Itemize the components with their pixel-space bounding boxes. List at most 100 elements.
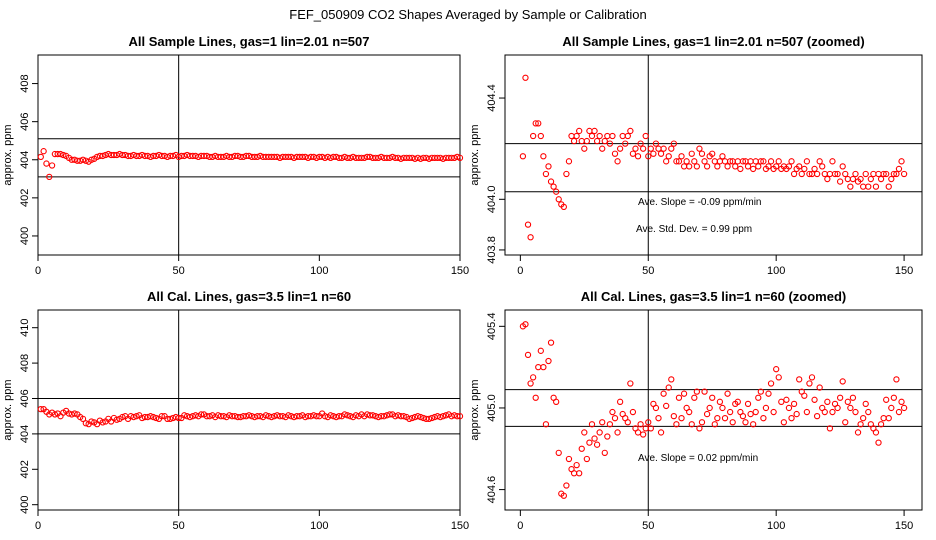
data-point bbox=[206, 153, 213, 161]
data-point bbox=[831, 170, 839, 178]
x-tick-label: 0 bbox=[517, 265, 523, 277]
data-point bbox=[678, 153, 685, 160]
data-point bbox=[701, 158, 708, 165]
data-point bbox=[724, 390, 731, 397]
data-point bbox=[366, 412, 374, 419]
data-point bbox=[821, 408, 828, 416]
chart-annotation: Ave. Std. Dev. = 0.99 ppm bbox=[636, 224, 752, 235]
data-point bbox=[803, 408, 811, 416]
data-point bbox=[865, 183, 872, 190]
data-point bbox=[829, 158, 836, 165]
data-point bbox=[372, 154, 379, 162]
y-tick-label: 402 bbox=[19, 189, 31, 207]
data-point bbox=[601, 449, 608, 457]
data-point bbox=[739, 158, 747, 165]
data-point bbox=[857, 175, 864, 183]
data-point bbox=[217, 413, 225, 420]
data-point bbox=[178, 152, 185, 160]
data-point bbox=[619, 132, 626, 140]
data-point bbox=[420, 414, 427, 422]
data-point bbox=[138, 151, 146, 159]
data-point bbox=[895, 165, 903, 173]
data-point bbox=[327, 154, 334, 162]
data-point bbox=[867, 175, 874, 183]
data-point bbox=[400, 413, 407, 420]
data-point bbox=[601, 137, 608, 145]
data-point bbox=[709, 394, 716, 401]
y-axis-label: approx. ppm bbox=[469, 124, 481, 185]
data-point bbox=[186, 413, 194, 421]
data-point bbox=[627, 127, 634, 135]
data-point bbox=[593, 441, 601, 448]
data-point bbox=[624, 132, 631, 140]
data-point bbox=[657, 150, 665, 157]
data-point bbox=[844, 398, 851, 405]
data-point bbox=[629, 150, 637, 157]
data-point bbox=[71, 410, 78, 417]
data-point bbox=[655, 145, 662, 152]
data-point bbox=[890, 394, 898, 401]
data-point bbox=[257, 413, 264, 420]
data-point bbox=[645, 153, 652, 160]
data-point bbox=[532, 394, 539, 401]
data-point bbox=[895, 408, 903, 416]
y-tick-label: 404 bbox=[19, 425, 31, 443]
data-point bbox=[860, 415, 867, 422]
data-point bbox=[245, 152, 253, 160]
data-point bbox=[898, 158, 905, 165]
data-point bbox=[380, 413, 388, 420]
data-point bbox=[675, 394, 683, 401]
data-point bbox=[167, 415, 174, 422]
data-point bbox=[711, 158, 718, 165]
data-point bbox=[696, 425, 703, 432]
data-point bbox=[43, 160, 50, 167]
data-point bbox=[821, 170, 828, 178]
data-point bbox=[417, 155, 424, 162]
data-point bbox=[775, 374, 782, 381]
data-point bbox=[688, 421, 695, 428]
data-point bbox=[200, 152, 208, 160]
data-point bbox=[775, 158, 782, 165]
data-point bbox=[862, 400, 869, 408]
x-tick-label: 50 bbox=[173, 520, 185, 532]
data-point bbox=[423, 415, 430, 422]
y-tick-label: 406 bbox=[19, 389, 31, 407]
data-point bbox=[524, 351, 532, 359]
data-point bbox=[686, 408, 693, 416]
data-point bbox=[358, 154, 365, 162]
data-point bbox=[547, 178, 555, 185]
data-point bbox=[716, 158, 724, 165]
data-point bbox=[130, 151, 137, 159]
data-point bbox=[673, 158, 680, 165]
data-point bbox=[757, 388, 764, 395]
data-point bbox=[535, 120, 542, 127]
data-point bbox=[836, 394, 844, 401]
data-point bbox=[195, 153, 202, 161]
data-point bbox=[737, 165, 744, 173]
data-point bbox=[158, 413, 165, 420]
data-point bbox=[93, 153, 101, 161]
chart-title: All Cal. Lines, gas=3.5 lin=1 n=60 (zoom… bbox=[581, 289, 847, 304]
data-point bbox=[310, 412, 317, 419]
data-point bbox=[744, 400, 752, 408]
data-point bbox=[877, 421, 885, 428]
data-point bbox=[586, 439, 593, 446]
chart-panel-4: All Cal. Lines, gas=3.5 lin=1 n=60 (zoom… bbox=[469, 289, 923, 532]
data-point bbox=[153, 414, 160, 422]
data-point bbox=[268, 413, 275, 421]
data-point bbox=[542, 170, 550, 178]
data-point bbox=[203, 413, 210, 420]
data-point bbox=[335, 154, 343, 162]
data-point bbox=[293, 413, 300, 420]
data-point bbox=[842, 170, 849, 178]
data-point bbox=[675, 158, 683, 165]
data-point bbox=[37, 405, 44, 413]
data-point bbox=[341, 411, 348, 418]
data-point bbox=[616, 145, 624, 152]
data-point bbox=[693, 388, 701, 395]
data-point bbox=[434, 154, 441, 162]
data-point bbox=[581, 429, 588, 436]
data-point bbox=[639, 145, 647, 152]
data-point bbox=[719, 404, 726, 412]
data-point bbox=[456, 413, 464, 420]
